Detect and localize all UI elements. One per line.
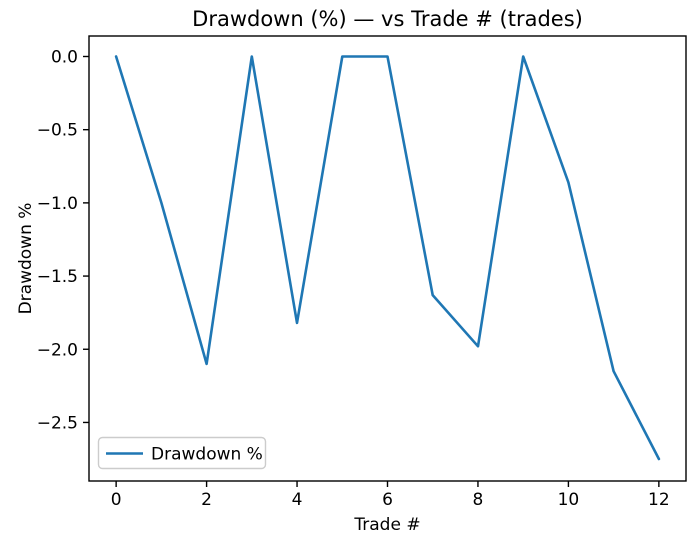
x-tick-label: 10 <box>558 490 580 510</box>
x-tick-label: 0 <box>111 490 122 510</box>
y-tick-label: −0.5 <box>37 121 78 141</box>
x-tick-label: 4 <box>292 490 303 510</box>
y-tick-label: −2.5 <box>37 413 78 433</box>
y-axis-label: Drawdown % <box>16 203 36 315</box>
axis-ticks: 0 2 4 6 8 10 12 0.0 −0.5 −1.0 −1.5 −2.0 −2.5 <box>37 47 670 510</box>
chart-title: Drawdown (%) — vs Trade # (trades) <box>192 7 583 31</box>
x-axis-label: Trade # <box>353 515 420 535</box>
x-tick-label: 12 <box>648 490 670 510</box>
legend-box <box>97 436 267 470</box>
y-tick-label: −2.0 <box>37 340 78 360</box>
y-tick-label: −1.0 <box>37 194 78 214</box>
x-tick-label: 2 <box>201 490 212 510</box>
drawdown-line <box>114 55 661 461</box>
x-tick-label: 8 <box>473 490 484 510</box>
plot-frame <box>88 35 687 482</box>
data-series <box>114 55 661 461</box>
x-tick-label: 6 <box>382 490 393 510</box>
legend-label: Drawdown % <box>151 445 263 465</box>
y-tick-label: 0.0 <box>51 47 78 67</box>
legend: Drawdown % <box>97 436 267 470</box>
y-tick-label: −1.5 <box>37 267 78 287</box>
